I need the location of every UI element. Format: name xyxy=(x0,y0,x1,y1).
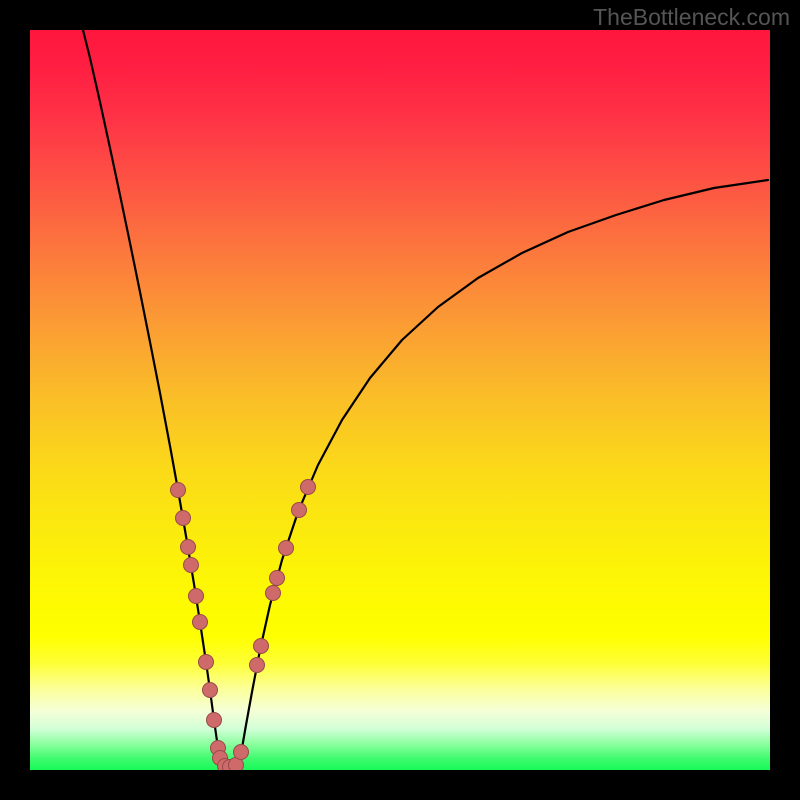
data-marker xyxy=(193,615,208,630)
data-marker xyxy=(176,511,191,526)
gradient-background xyxy=(30,30,770,770)
data-marker xyxy=(184,558,199,573)
data-marker xyxy=(266,586,281,601)
data-marker xyxy=(181,540,196,555)
data-marker xyxy=(301,480,316,495)
data-marker xyxy=(189,589,204,604)
data-marker xyxy=(254,639,269,654)
data-marker xyxy=(199,655,214,670)
chart-svg xyxy=(30,30,770,770)
watermark: TheBottleneck.com xyxy=(593,4,790,31)
data-marker xyxy=(207,713,222,728)
data-marker xyxy=(203,683,218,698)
data-marker xyxy=(250,658,265,673)
chart-container: TheBottleneck.com xyxy=(0,0,800,800)
plot-area xyxy=(30,30,770,770)
data-marker xyxy=(279,541,294,556)
data-marker xyxy=(171,483,186,498)
data-marker xyxy=(270,571,285,586)
data-marker xyxy=(292,503,307,518)
data-marker xyxy=(234,745,249,760)
